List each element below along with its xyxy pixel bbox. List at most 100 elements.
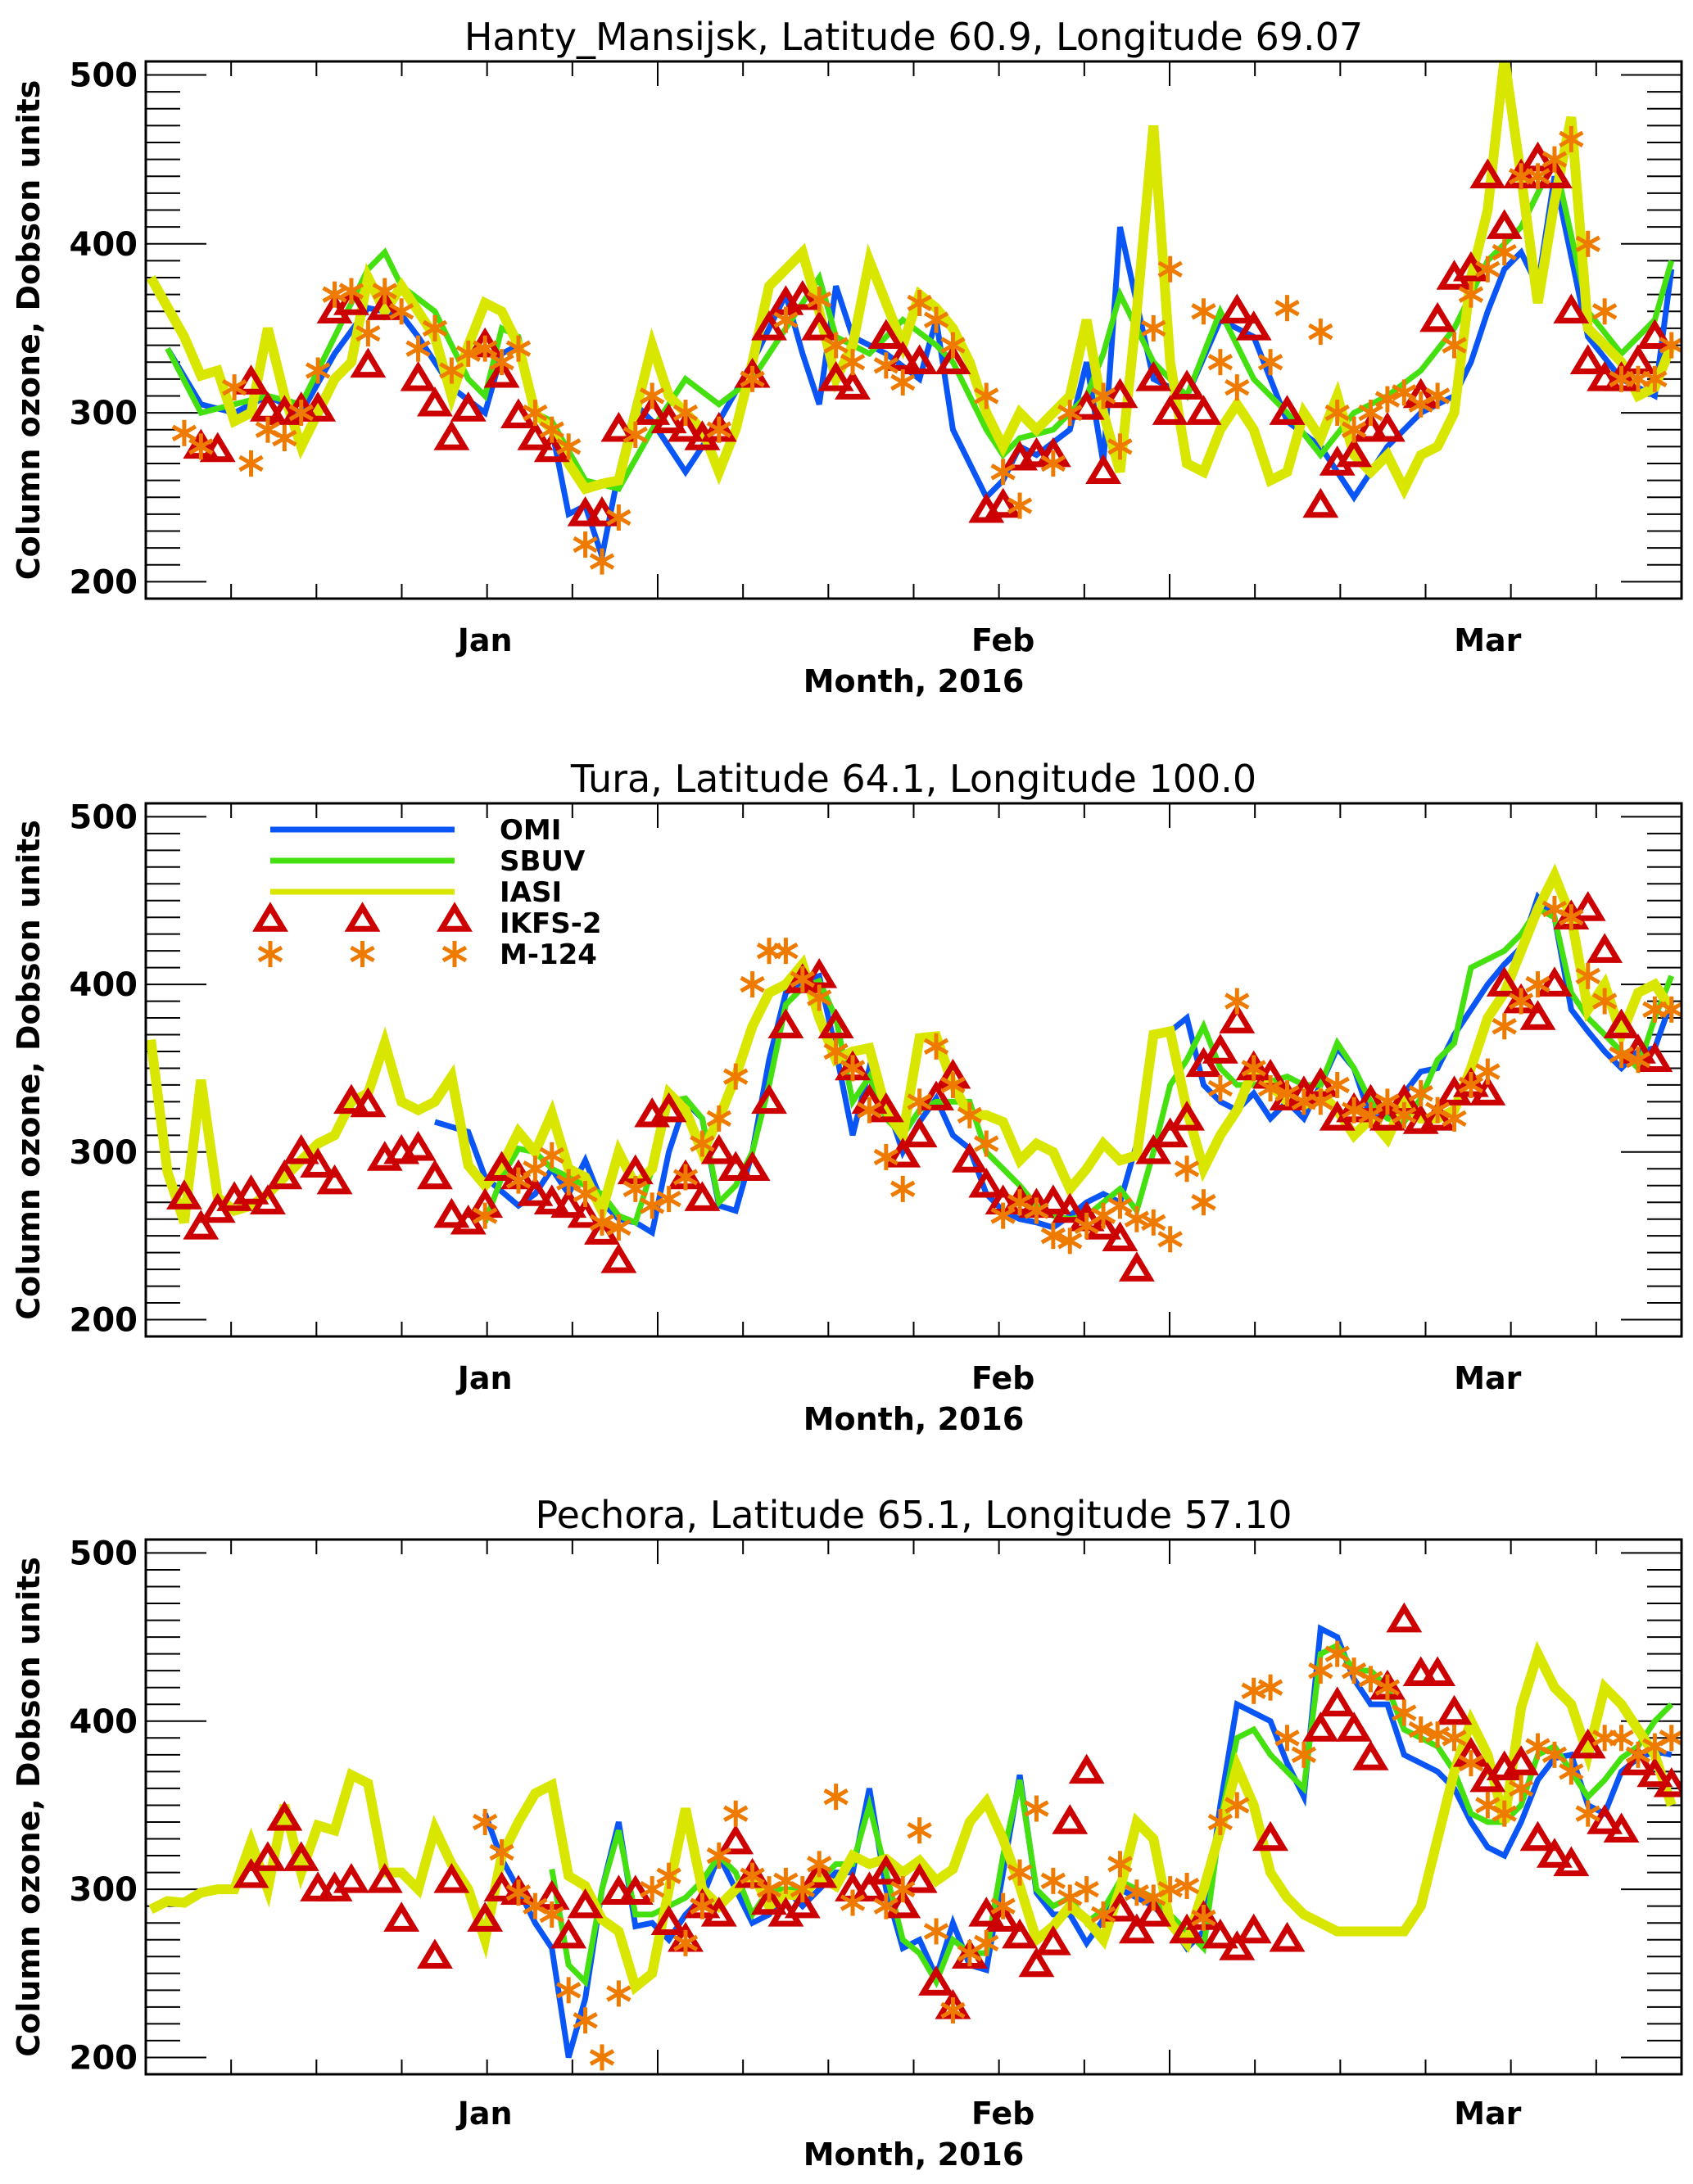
series-sbuv	[165, 151, 1675, 492]
triangle-marker	[1537, 158, 1573, 189]
panel-3: Pechora, Latitude 65.1, Longitude 57.10 2…	[11, 1493, 1683, 2173]
triangle-marker	[784, 1888, 821, 1919]
asterisk-marker	[1291, 1741, 1317, 1768]
triangle-marker	[885, 341, 921, 371]
asterisk-marker	[388, 298, 414, 325]
asterisk-marker	[923, 306, 949, 333]
asterisk-marker	[1057, 400, 1083, 427]
asterisk-marker	[807, 1851, 832, 1878]
triangle-marker	[417, 1938, 453, 1969]
asterisk-marker	[890, 1175, 916, 1202]
asterisk-marker	[1024, 1197, 1049, 1224]
x-axis-label: Month, 2016	[803, 1401, 1025, 1437]
asterisk-marker	[706, 1843, 731, 1870]
triangle-marker	[1336, 436, 1373, 468]
legend-label: M-124	[500, 938, 597, 971]
triangle-marker	[266, 1801, 303, 1831]
triangle-marker	[400, 361, 437, 391]
asterisk-marker	[1408, 1716, 1433, 1743]
triangle-marker	[533, 432, 570, 463]
asterisk-marker	[622, 421, 648, 448]
asterisk-marker	[1609, 1725, 1634, 1752]
asterisk-marker	[1609, 1042, 1634, 1069]
y-tick-label: 300	[70, 1871, 138, 1909]
y-tick-label: 200	[70, 563, 138, 601]
triangle-marker	[233, 1174, 269, 1205]
triangle-marker	[1034, 1184, 1071, 1214]
asterisk-marker	[573, 1180, 598, 1207]
triangle-marker	[1419, 1101, 1456, 1131]
asterisk-marker	[505, 335, 532, 362]
asterisk-marker	[1191, 1905, 1216, 1932]
asterisk-marker	[1424, 382, 1451, 409]
triangle-marker	[550, 1918, 587, 1949]
triangle-marker	[483, 357, 520, 388]
x-tick-label: Mar	[1454, 1360, 1521, 1396]
y-axis-label: Column ozone, Dobson units	[11, 1557, 47, 2057]
asterisk-marker	[322, 281, 347, 308]
plot-area	[146, 863, 1682, 1282]
asterisk-marker	[1174, 1873, 1200, 1900]
triangle-marker	[867, 319, 904, 350]
triangle-marker	[517, 420, 554, 450]
asterisk-marker	[1207, 1075, 1234, 1102]
series-m-124	[473, 1640, 1682, 2071]
asterisk-marker	[1442, 1725, 1467, 1752]
asterisk-marker	[589, 2044, 615, 2071]
asterisk-marker	[1191, 298, 1216, 325]
asterisk-marker	[1492, 1013, 1517, 1040]
asterisk-marker	[974, 382, 999, 409]
triangle-marker	[1135, 1897, 1172, 1927]
triangle-marker	[1553, 1846, 1590, 1877]
triangle-marker	[433, 1197, 470, 1228]
asterisk-marker	[1541, 146, 1568, 173]
asterisk-marker	[272, 425, 297, 452]
asterisk-marker	[1024, 1795, 1049, 1822]
asterisk-marker	[656, 1862, 681, 1889]
asterisk-marker	[1257, 349, 1283, 376]
asterisk-marker	[405, 335, 431, 362]
x-tick-label: Mar	[1454, 622, 1521, 658]
y-tick-label: 200	[70, 2039, 138, 2077]
asterisk-marker	[539, 1901, 564, 1928]
triangle-marker	[344, 902, 381, 932]
chart-title: Pechora, Latitude 65.1, Longitude 57.10	[535, 1493, 1292, 1537]
triangle-marker	[801, 1857, 838, 1888]
triangle-marker	[1486, 209, 1523, 239]
asterisk-marker	[873, 1143, 899, 1170]
asterisk-marker	[773, 306, 799, 333]
triangle-marker	[333, 1083, 369, 1115]
triangle-marker	[1636, 319, 1673, 350]
triangle-marker	[1369, 1101, 1406, 1131]
triangle-marker	[751, 1884, 787, 1915]
asterisk-marker	[1107, 1192, 1133, 1219]
asterisk-marker	[171, 419, 197, 446]
asterisk-marker	[1358, 400, 1383, 427]
triangle-marker	[1102, 1221, 1138, 1252]
series-sbuv	[549, 1641, 1674, 1989]
asterisk-marker	[957, 1101, 983, 1128]
series-iasi	[148, 1640, 1677, 1996]
triangle-marker	[1052, 1804, 1089, 1834]
asterisk-marker	[807, 286, 832, 313]
asterisk-marker	[606, 1980, 631, 2007]
asterisk-marker	[1424, 1721, 1451, 1748]
asterisk-marker	[907, 1088, 932, 1115]
asterisk-marker	[1007, 1859, 1033, 1886]
triangle-marker	[1519, 1820, 1556, 1852]
asterisk-marker	[221, 374, 247, 401]
asterisk-marker	[1458, 1750, 1484, 1777]
plot-area	[146, 61, 1682, 575]
asterisk-marker	[573, 2007, 598, 2034]
chart-title: Tura, Latitude 64.1, Longitude 100.0	[570, 757, 1256, 801]
triangle-marker	[1202, 1033, 1238, 1064]
triangle-marker	[1537, 1838, 1573, 1868]
asterisk-marker	[740, 1862, 765, 1889]
triangle-marker	[968, 1167, 1005, 1198]
asterisk-marker	[940, 1996, 966, 2023]
asterisk-marker	[1408, 1080, 1433, 1107]
asterisk-marker	[840, 1889, 866, 1916]
asterisk-marker	[1124, 1205, 1150, 1232]
asterisk-marker	[1559, 125, 1584, 152]
asterisk-marker	[1458, 281, 1484, 308]
